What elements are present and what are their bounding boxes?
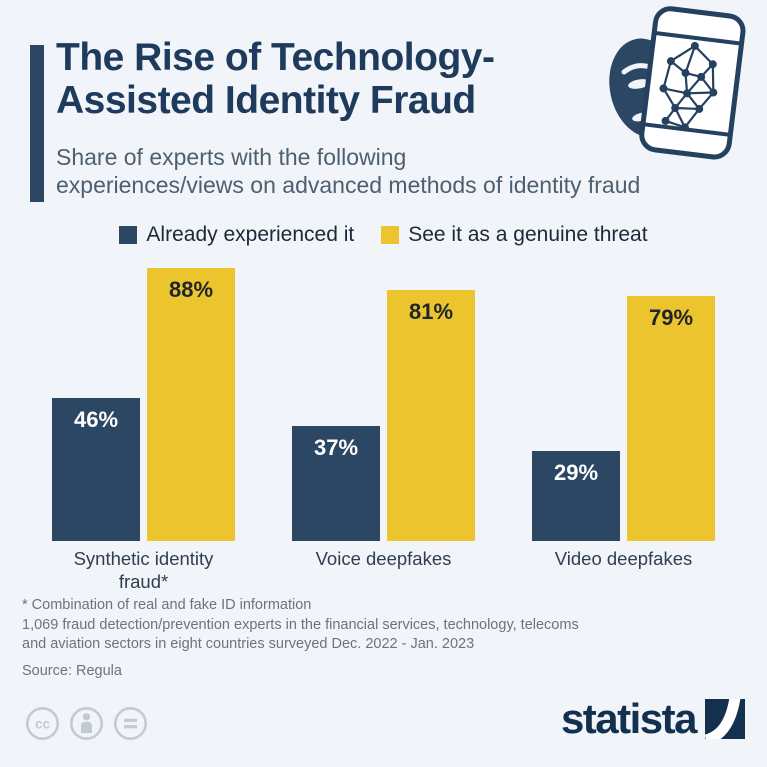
legend-item-0: Already experienced it [119,223,354,247]
footnote-methodology: 1,069 fraud detection/prevention experts… [22,617,579,652]
statista-logo-mark [705,699,745,739]
source-label: Source: Regula [22,663,122,679]
bar-group-2: 29% 79% [532,296,715,541]
attribution-icon[interactable] [69,706,104,741]
category-axis-labels: Synthetic identity fraud* Voice deepfakes… [52,547,715,593]
bar-group-0: 46% 88% [52,268,235,541]
equals-icon[interactable] [113,706,148,741]
cc-license-badges: cc [25,706,148,741]
subtitle-line-1: Share of experts with the following [56,144,407,170]
footnotes: * Combination of real and fake ID inform… [22,596,602,681]
footnote-asterisk: * Combination of real and fake ID inform… [22,597,312,613]
cc-icon[interactable]: cc [25,706,60,741]
category-label-2: Video deepfakes [554,548,693,569]
statista-wordmark: statista [560,695,698,742]
bar-value-label: 88% [168,277,214,302]
bar-value-label: 29% [553,460,599,485]
legend-swatch-icon [119,226,138,244]
category-label-1: Voice deepfakes [315,548,452,569]
bar-series0-cat0: 46% [52,398,140,541]
subtitle-line-2: experiences/views on advanced methods of… [56,172,641,198]
svg-text:cc: cc [35,717,51,732]
bar-series0-cat2: 29% [532,451,620,541]
mask-smartphone-face-mesh-icon [609,6,746,160]
page-title: The Rise of Technology- Assisted Identity… [56,36,495,122]
bar-group-1: 37% 81% [292,290,475,541]
bar-value-label: 46% [73,407,119,432]
title-accent-bar [30,45,44,202]
title-line-2: Assisted Identity Fraud [56,79,476,122]
legend-item-1: See it as a genuine threat [381,223,648,247]
bar-series1-cat2: 79% [627,296,715,541]
legend-label: See it as a genuine threat [408,223,648,246]
legend-swatch-icon [381,226,400,244]
face-mesh-nodes [659,41,718,132]
title-line-1: The Rise of Technology- [56,36,495,79]
chart-legend: Already experienced it See it as a genuin… [0,223,767,247]
smartphone-icon [639,6,746,160]
bar-value-label: 81% [408,299,454,324]
statista-logo[interactable]: statista [560,695,745,742]
bar-series1-cat1: 81% [387,290,475,541]
category-label-0: Synthetic identity fraud* [73,548,214,592]
bar-series0-cat1: 37% [292,426,380,541]
bar-series1-cat0: 88% [147,268,235,541]
face-mesh [662,45,715,129]
chart-subtitle: Share of experts with the following exper… [56,143,640,199]
legend-label: Already experienced it [146,223,355,246]
bar-value-label: 37% [313,435,359,460]
bar-value-label: 79% [648,305,694,330]
bar-chart-plot-area: 46% 88% 37% 81% 29% 79% [52,231,715,541]
